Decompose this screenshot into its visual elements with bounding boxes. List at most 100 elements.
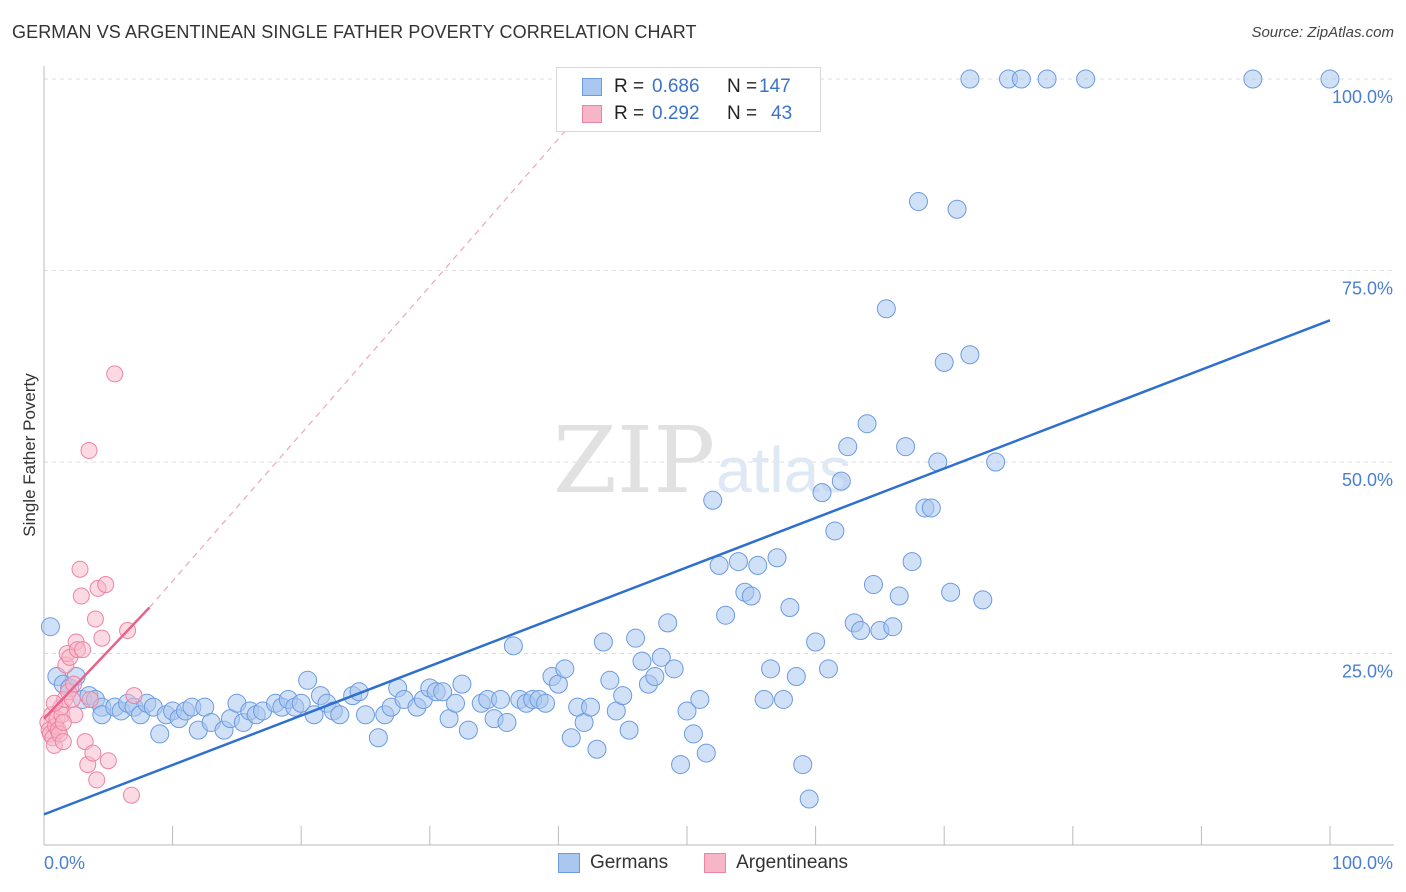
german-point	[651, 647, 671, 667]
argentinean-point	[81, 690, 99, 708]
german-point	[703, 490, 723, 510]
chart-title: GERMAN VS ARGENTINEAN SINGLE FATHER POVE…	[12, 22, 697, 42]
legend-item-germans[interactable]: Germans	[557, 852, 669, 874]
german-point	[773, 689, 793, 709]
german-point	[863, 575, 883, 595]
german-point	[298, 670, 318, 690]
source-label: Source: ZipAtlas.com	[1251, 24, 1394, 41]
german-point	[1076, 69, 1096, 89]
german-point	[857, 414, 877, 434]
german-point	[851, 621, 871, 641]
legend-label-argentineans: Argentineans	[736, 852, 849, 873]
x-tick-label: 0.0%	[44, 853, 85, 873]
german-point	[561, 728, 581, 748]
german-point	[716, 605, 736, 625]
german-point	[728, 552, 748, 572]
germans-trend-line	[43, 319, 1331, 816]
german-point	[754, 689, 774, 709]
german-point	[908, 192, 928, 212]
argentinean-point	[122, 786, 140, 804]
german-point	[581, 697, 601, 717]
german-point	[619, 720, 639, 740]
german-point	[632, 651, 652, 671]
argentinean-point	[80, 442, 98, 460]
legend-r-value: 0.686	[652, 76, 700, 97]
y-tick-label: 100.0%	[1332, 87, 1393, 107]
legend-n-label: N =	[727, 76, 758, 97]
correlation-legend: R = 0.686 N = 147 R = 0.292 N = 43	[556, 67, 821, 132]
german-point	[986, 452, 1006, 472]
german-point	[452, 674, 472, 694]
germans-points	[40, 69, 1340, 809]
argentinean-point	[125, 687, 143, 705]
german-point	[838, 437, 858, 457]
watermark-zip: ZIP	[553, 407, 715, 514]
german-point	[658, 613, 678, 633]
german-point	[368, 728, 388, 748]
argentinean-point	[54, 733, 72, 751]
german-point	[330, 705, 350, 725]
x-tick-label: 100.0%	[1332, 853, 1393, 873]
german-point	[1320, 69, 1340, 89]
german-point	[748, 555, 768, 575]
german-point	[446, 693, 466, 713]
legend-row-germans: R = 0.686 N = 147	[582, 73, 791, 101]
german-point	[433, 682, 453, 702]
argentinean-point	[71, 560, 89, 578]
german-point	[593, 632, 613, 652]
german-point	[503, 636, 523, 656]
legend-r-value: 0.292	[652, 103, 700, 124]
german-point	[741, 586, 761, 606]
german-point	[825, 521, 845, 541]
series-legend: Germans Argentineans	[0, 852, 1406, 874]
argentinean-point	[97, 576, 115, 594]
german-point	[941, 582, 961, 602]
german-point	[1037, 69, 1057, 89]
german-point	[664, 659, 684, 679]
argentinean-point	[45, 694, 63, 712]
german-point	[555, 659, 575, 679]
german-point	[497, 712, 517, 732]
y-tick-label: 25.0%	[1342, 662, 1393, 682]
german-point	[960, 69, 980, 89]
y-tick-label: 75.0%	[1342, 279, 1393, 299]
german-point	[812, 483, 832, 503]
x-tick-labels: 0.0% 100.0%	[44, 853, 1393, 873]
german-point	[883, 617, 903, 637]
german-point	[767, 548, 787, 568]
german-point	[677, 701, 697, 721]
legend-n-value: 43	[771, 103, 793, 124]
legend-swatch-blue	[557, 853, 580, 873]
german-point	[150, 724, 170, 744]
german-point	[587, 739, 607, 759]
legend-swatch-blue	[582, 78, 602, 96]
german-point	[960, 345, 980, 365]
german-point	[696, 743, 716, 763]
argentinean-point	[84, 744, 102, 762]
german-point	[1243, 69, 1263, 89]
argentinean-point	[65, 675, 83, 693]
argentinean-point	[54, 713, 72, 731]
argentinean-point	[106, 365, 124, 383]
legend-item-argentineans[interactable]: Argentineans	[704, 852, 848, 874]
german-point	[761, 659, 781, 679]
german-point	[921, 498, 941, 518]
german-point	[947, 199, 967, 219]
legend-label-germans: Germans	[589, 852, 669, 873]
argentinean-point	[93, 629, 111, 647]
german-point	[600, 670, 620, 690]
argentinean-point	[74, 641, 92, 659]
german-point	[806, 632, 826, 652]
german-point	[889, 586, 909, 606]
german-point	[671, 755, 691, 775]
argentineans-points	[39, 365, 143, 804]
german-point	[876, 299, 896, 319]
german-point	[780, 598, 800, 618]
german-point	[40, 617, 60, 637]
legend-r-label: R =	[614, 103, 645, 124]
legend-r-label: R =	[614, 76, 645, 97]
german-point	[291, 693, 311, 713]
german-point	[799, 789, 819, 809]
german-point	[831, 471, 851, 491]
